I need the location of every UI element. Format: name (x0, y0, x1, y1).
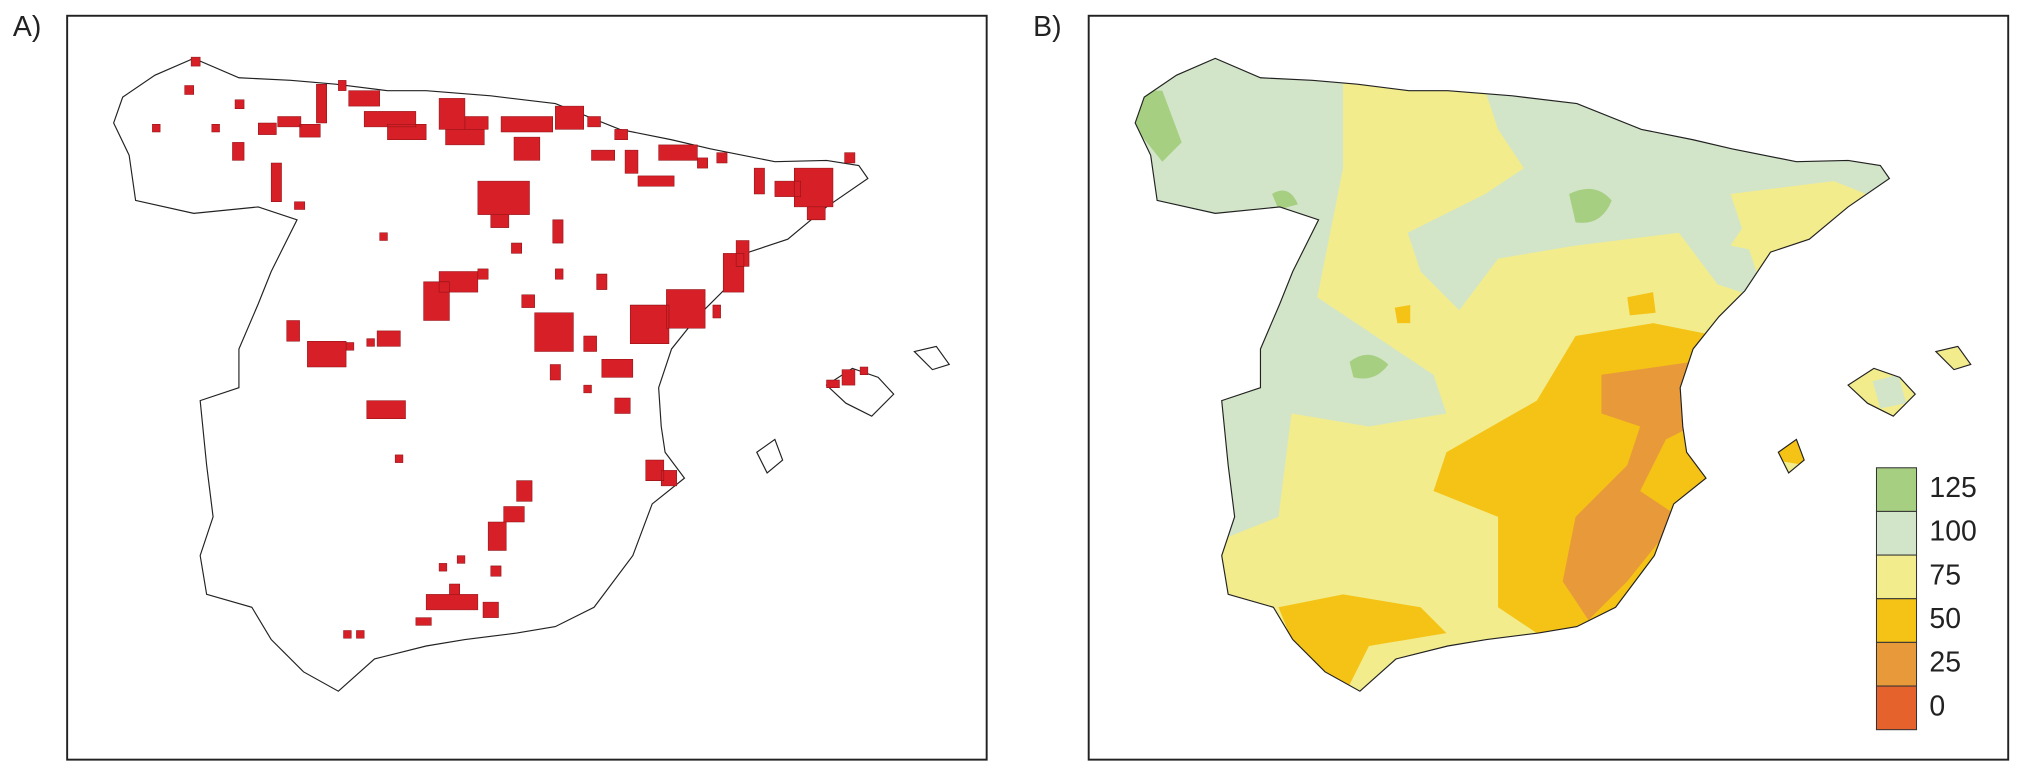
legend-label: 50 (1929, 603, 1961, 635)
legend-swatch (1875, 598, 1918, 643)
legend-label: 100 (1929, 516, 1976, 548)
legend-swatch (1875, 510, 1918, 556)
legend-swatch (1875, 554, 1918, 600)
occurrence-cells (152, 56, 869, 639)
panel-frame (66, 14, 988, 761)
legend-label: 75 (1929, 559, 1961, 591)
legend-swatch (1875, 641, 1918, 687)
legend: 125 100 75 50 25 0 (1875, 467, 1977, 731)
legend-swatch (1875, 685, 1918, 731)
panel-frame (1087, 14, 2010, 761)
panel-label: A) (13, 11, 41, 43)
map-b (1134, 57, 1972, 692)
legend-swatch (1875, 467, 1918, 512)
panel-label: B) (1033, 11, 1061, 43)
legend-label: 125 (1929, 472, 1976, 504)
map-a (113, 56, 950, 692)
legend-label: 25 (1929, 647, 1961, 679)
legend-label: 0 (1929, 690, 1945, 722)
